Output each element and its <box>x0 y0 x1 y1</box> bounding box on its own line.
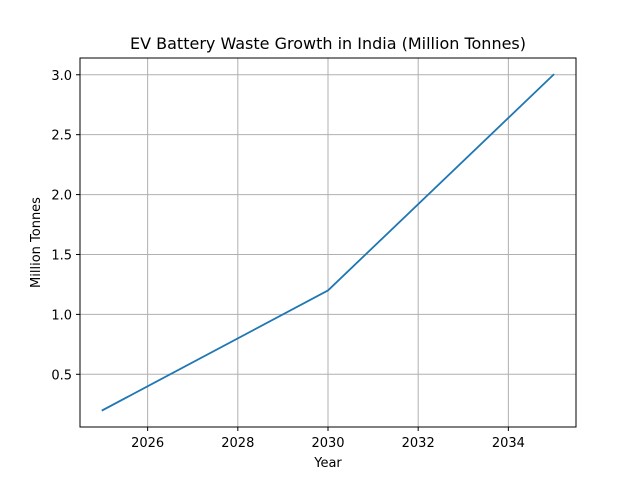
y-tick-label: 3.0 <box>51 69 72 84</box>
chart-title: EV Battery Waste Growth in India (Millio… <box>130 34 526 53</box>
y-tick-label: 1.0 <box>51 308 72 323</box>
series-layer <box>101 73 555 412</box>
tick-layer: 2026 2028 2030 2032 2034 0.5 1.0 1.5 2.0 2.5 3.0 <box>51 69 525 451</box>
y-tick-label: 0.5 <box>51 368 72 383</box>
x-tick-label: 2030 <box>311 436 344 451</box>
x-tick-label: 2028 <box>221 436 254 451</box>
grid <box>80 58 576 427</box>
y-tick-label: 1.5 <box>51 248 72 263</box>
x-tick-label: 2026 <box>131 436 164 451</box>
series-line <box>101 73 555 412</box>
y-axis-label: Million Tonnes <box>29 197 44 288</box>
x-axis-label: Year <box>313 456 342 471</box>
y-tick-label: 2.0 <box>51 189 72 204</box>
x-tick-label: 2034 <box>492 436 525 451</box>
y-tick-label: 2.5 <box>51 129 72 144</box>
x-tick-label: 2032 <box>402 436 435 451</box>
